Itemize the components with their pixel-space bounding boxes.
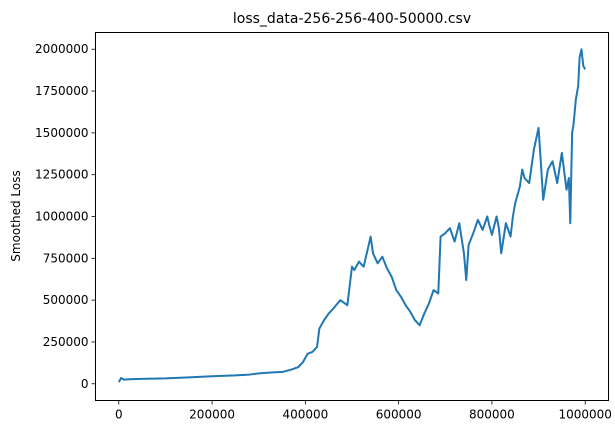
y-tick-label: 2000000 xyxy=(35,42,88,56)
x-tick-label: 200000 xyxy=(189,408,235,422)
y-tick-label: 1500000 xyxy=(35,126,88,140)
x-tick-label: 0 xyxy=(115,408,123,422)
series-line xyxy=(117,48,587,383)
y-tick-label: 750000 xyxy=(43,251,89,265)
y-tick-label: 1250000 xyxy=(35,168,88,182)
x-tick-label: 1000000 xyxy=(558,408,611,422)
y-axis-label: Smoothed Loss xyxy=(9,170,23,261)
y-tick-label: 500000 xyxy=(43,293,89,307)
x-tick-label: 600000 xyxy=(376,408,422,422)
y-tick-label: 1000000 xyxy=(35,210,88,224)
y-tick-label: 1750000 xyxy=(35,84,88,98)
y-axis: 0 250000 500000 750000 1000000 1250000 1500000… xyxy=(35,42,96,391)
y-tick-label: 0 xyxy=(81,377,89,391)
series-layer xyxy=(117,48,587,383)
chart-title: loss_data-256-256-400-50000.csv xyxy=(233,11,471,27)
x-tick-label: 400000 xyxy=(282,408,328,422)
x-tick-label: 800000 xyxy=(469,408,515,422)
plot-area xyxy=(95,32,609,401)
y-tick-label: 250000 xyxy=(43,335,89,349)
x-axis: 0 200000 400000 600000 800000 1000000 xyxy=(115,400,612,422)
